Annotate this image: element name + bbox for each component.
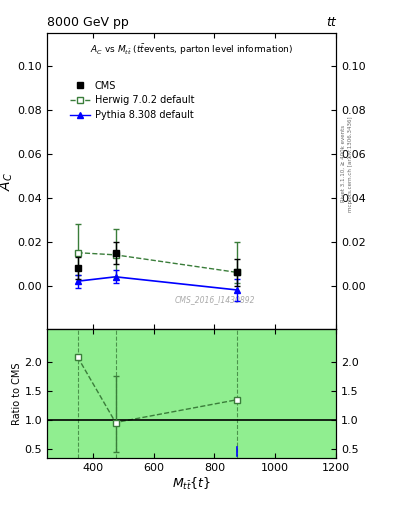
Y-axis label: $A_C$: $A_C$ <box>0 172 15 191</box>
Y-axis label: Ratio to CMS: Ratio to CMS <box>12 362 22 425</box>
Legend: CMS, Herwig 7.0.2 default, Pythia 8.308 default: CMS, Herwig 7.0.2 default, Pythia 8.308 … <box>66 77 198 124</box>
X-axis label: $M_{t\bar{t}}\{t\}$: $M_{t\bar{t}}\{t\}$ <box>172 476 211 492</box>
Text: $A_C$ vs $M_{t\bar{t}}$ ($t\bar{t}$events, parton level information): $A_C$ vs $M_{t\bar{t}}$ ($t\bar{t}$event… <box>90 42 293 57</box>
Text: tt: tt <box>326 16 336 29</box>
Text: mcplots.cern.ch [arXiv:1306.3436]: mcplots.cern.ch [arXiv:1306.3436] <box>348 116 353 211</box>
Text: 8000 GeV pp: 8000 GeV pp <box>47 16 129 29</box>
Text: Rivet 3.1.10, ≥ 400k events: Rivet 3.1.10, ≥ 400k events <box>341 125 346 202</box>
Text: CMS_2016_I1430892: CMS_2016_I1430892 <box>174 295 255 304</box>
